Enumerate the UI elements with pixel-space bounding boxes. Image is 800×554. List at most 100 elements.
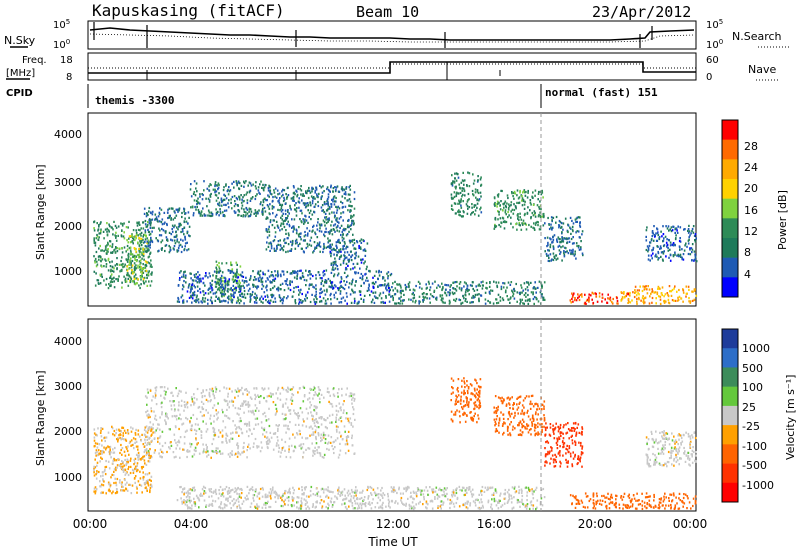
velocity-cell: [204, 394, 206, 398]
power-cell: [394, 280, 396, 283]
power-cell: [151, 230, 153, 233]
power-cell: [359, 276, 361, 279]
power-cell: [607, 297, 609, 300]
velocity-cell: [132, 427, 134, 430]
power-cell: [305, 279, 308, 282]
power-cell: [422, 299, 424, 302]
power-cell: [581, 252, 584, 255]
power-cell: [233, 195, 236, 198]
power-cell: [330, 292, 332, 295]
power-cell: [365, 268, 368, 271]
power-cell: [123, 222, 125, 225]
power-cell: [496, 205, 498, 208]
power-cell: [677, 253, 680, 256]
velocity-cell: [338, 418, 340, 421]
velocity-cell: [93, 436, 96, 439]
power-cell: [662, 225, 664, 228]
power-cell: [683, 228, 685, 231]
power-cell: [252, 283, 254, 286]
power-cell: [268, 301, 270, 304]
velocity-cell: [108, 450, 110, 453]
velocity-cell: [146, 396, 148, 399]
power-cell: [232, 278, 234, 281]
power-cell: [214, 183, 216, 186]
power-cell: [254, 292, 256, 295]
power-cell: [208, 211, 211, 214]
power-cell: [253, 284, 255, 287]
power-cell: [297, 285, 299, 288]
velocity-cell: [93, 428, 96, 431]
power-cell: [224, 286, 227, 289]
power-cell: [333, 293, 335, 296]
power-cell: [110, 251, 112, 254]
power-cell: [663, 295, 665, 298]
power-cell: [285, 229, 287, 232]
velocity-cell: [94, 486, 97, 489]
power-cell: [380, 297, 383, 300]
power-cell: [454, 212, 457, 215]
power-cell: [564, 237, 566, 240]
velocity-cell: [183, 442, 186, 445]
power-cell: [464, 299, 467, 303]
velocity-cell: [239, 407, 241, 410]
power-cell: [232, 284, 235, 287]
power-cell: [320, 197, 322, 201]
velocity-cell: [109, 484, 112, 487]
power-cell: [266, 217, 269, 220]
power-cell: [181, 245, 183, 248]
power-cell: [135, 250, 137, 253]
power-cell: [334, 262, 336, 265]
velocity-cell: [296, 433, 299, 436]
power-cell: [620, 299, 622, 302]
power-cell: [140, 283, 142, 286]
velocity-cell: [213, 420, 215, 423]
power-cell: [335, 291, 337, 294]
power-cell: [305, 219, 308, 222]
power-cell: [346, 199, 348, 202]
power-cell: [172, 247, 175, 250]
power-cell: [293, 186, 295, 189]
power-cell: [496, 200, 499, 203]
velocity-cell: [120, 443, 122, 447]
power-cell: [357, 255, 360, 258]
velocity-cell: [94, 492, 97, 495]
power-cell: [245, 211, 247, 214]
power-cell: [657, 295, 660, 298]
power-cell: [257, 279, 260, 282]
power-cell: [319, 295, 321, 298]
power-cell: [311, 213, 314, 216]
velocity-cell: [100, 450, 102, 453]
power-cell: [522, 289, 524, 292]
velocity-cell: [262, 433, 264, 436]
power-cell: [239, 281, 241, 284]
power-cell: [542, 214, 545, 217]
velocity-cell: [125, 446, 127, 449]
power-cell: [133, 276, 136, 279]
power-cell: [115, 246, 117, 249]
velocity-cell: [128, 453, 130, 456]
velocity-cell: [242, 402, 244, 405]
power-cell: [348, 239, 351, 242]
velocity-cell: [174, 439, 176, 442]
power-cell: [184, 238, 187, 241]
power-cell: [272, 212, 274, 215]
power-cell: [277, 200, 279, 203]
power-cell: [315, 186, 317, 189]
power-cell: [453, 195, 456, 198]
power-cell: [518, 222, 521, 225]
power-cell: [122, 266, 124, 269]
power-cell: [570, 252, 572, 256]
power-cell: [524, 299, 527, 302]
power-cell: [474, 204, 477, 207]
power-cell: [128, 267, 130, 270]
power-cell: [149, 265, 152, 268]
velocity-cell: [248, 391, 250, 394]
power-cell: [457, 202, 459, 205]
power-cell: [276, 270, 279, 273]
power-cell: [476, 189, 479, 192]
power-cell: [317, 218, 319, 221]
velocity-cell: [243, 450, 245, 453]
power-cell: [469, 301, 471, 304]
power-cell: [461, 195, 463, 198]
velocity-cell: [200, 392, 203, 395]
